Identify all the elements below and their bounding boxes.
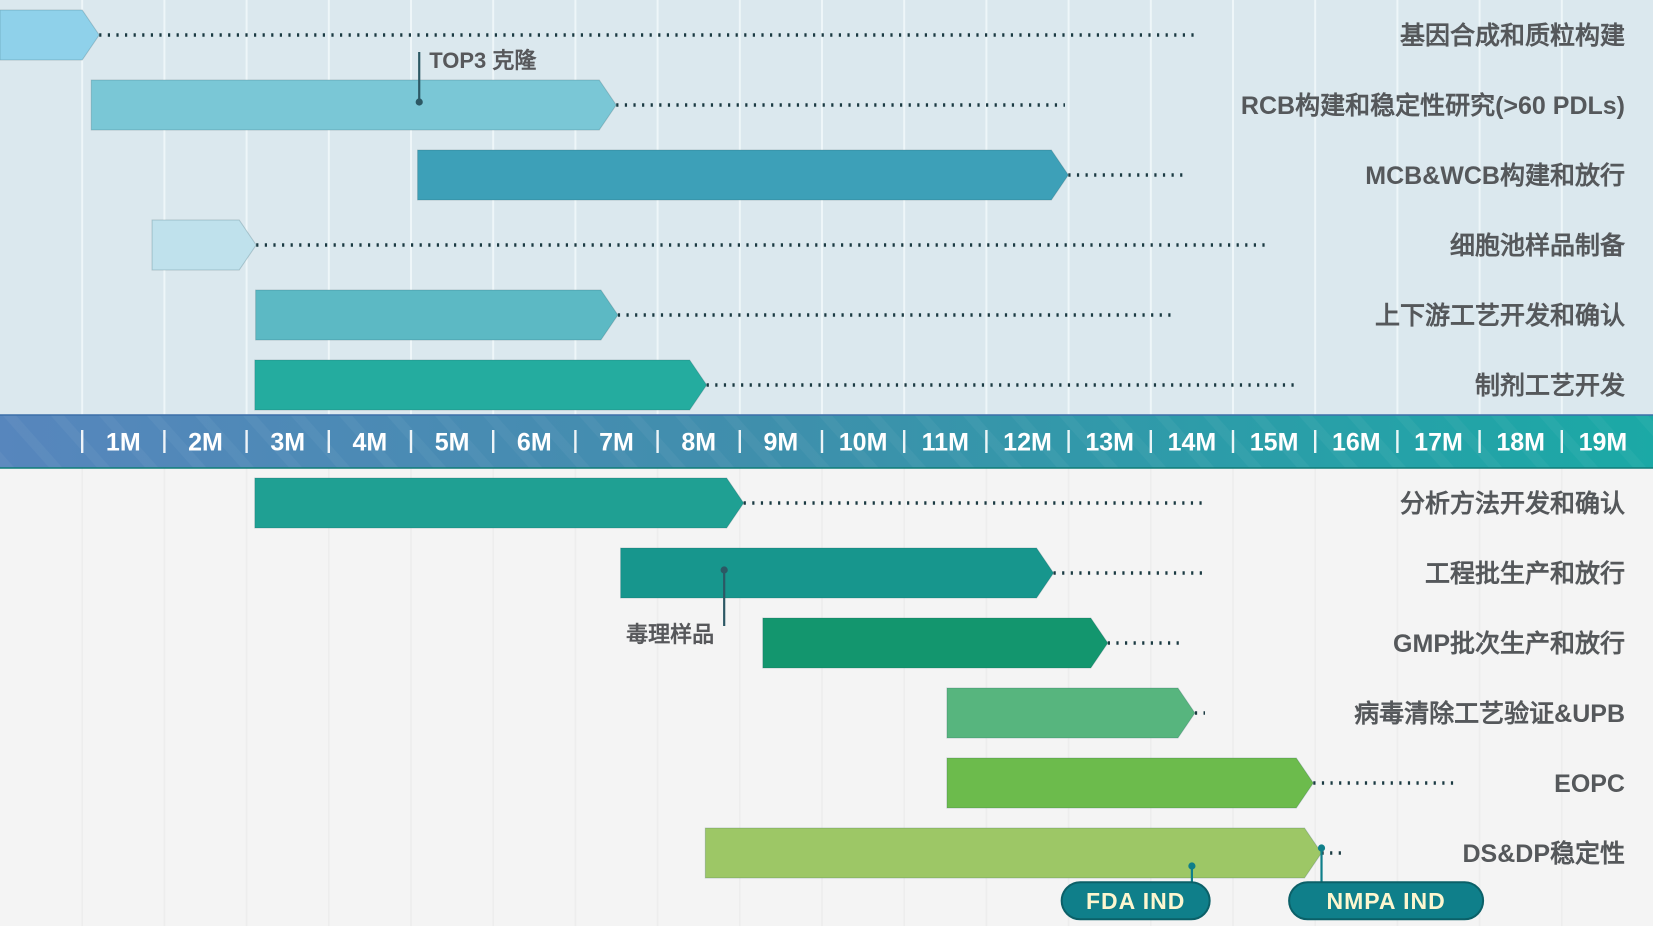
svg-text:FDA IND: FDA IND [1086,888,1185,914]
svg-text:11M: 11M [922,429,969,457]
svg-text:12M: 12M [1003,429,1052,457]
svg-text:上下游工艺开发和确认: 上下游工艺开发和确认 [1375,301,1625,330]
svg-text:毒理样品: 毒理样品 [626,622,714,647]
svg-text:9M: 9M [764,429,799,457]
svg-text:14M: 14M [1168,429,1217,457]
svg-text:MCB&WCB构建和放行: MCB&WCB构建和放行 [1365,161,1625,190]
svg-text:10M: 10M [839,429,888,457]
svg-text:5M: 5M [435,429,470,457]
svg-text:15M: 15M [1250,429,1299,457]
svg-text:分析方法开发和确认: 分析方法开发和确认 [1400,489,1625,518]
svg-text:19M: 19M [1579,429,1628,457]
svg-text:病毒清除工艺验证&UPB: 病毒清除工艺验证&UPB [1354,699,1625,728]
svg-text:17M: 17M [1414,429,1463,457]
svg-text:2M: 2M [188,429,223,457]
svg-text:7M: 7M [599,429,634,457]
svg-text:RCB构建和稳定性研究(>60 PDLs): RCB构建和稳定性研究(>60 PDLs) [1241,91,1625,120]
svg-text:工程批生产和放行: 工程批生产和放行 [1425,559,1625,588]
svg-text:8M: 8M [681,429,716,457]
svg-text:13M: 13M [1085,429,1134,457]
svg-text:制剂工艺开发: 制剂工艺开发 [1475,371,1625,400]
svg-text:16M: 16M [1332,429,1381,457]
svg-text:细胞池样品制备: 细胞池样品制备 [1450,231,1626,260]
svg-text:18M: 18M [1496,429,1545,457]
svg-text:EOPC: EOPC [1554,770,1625,798]
svg-text:4M: 4M [353,429,388,457]
svg-text:6M: 6M [517,429,552,457]
svg-text:3M: 3M [270,429,305,457]
svg-text:NMPA IND: NMPA IND [1327,888,1446,914]
svg-text:基因合成和质粒构建: 基因合成和质粒构建 [1400,21,1625,50]
svg-text:DS&DP稳定性: DS&DP稳定性 [1462,839,1625,868]
svg-text:1M: 1M [106,429,141,457]
svg-text:TOP3 克隆: TOP3 克隆 [429,48,537,73]
svg-text:GMP批次生产和放行: GMP批次生产和放行 [1393,629,1625,658]
